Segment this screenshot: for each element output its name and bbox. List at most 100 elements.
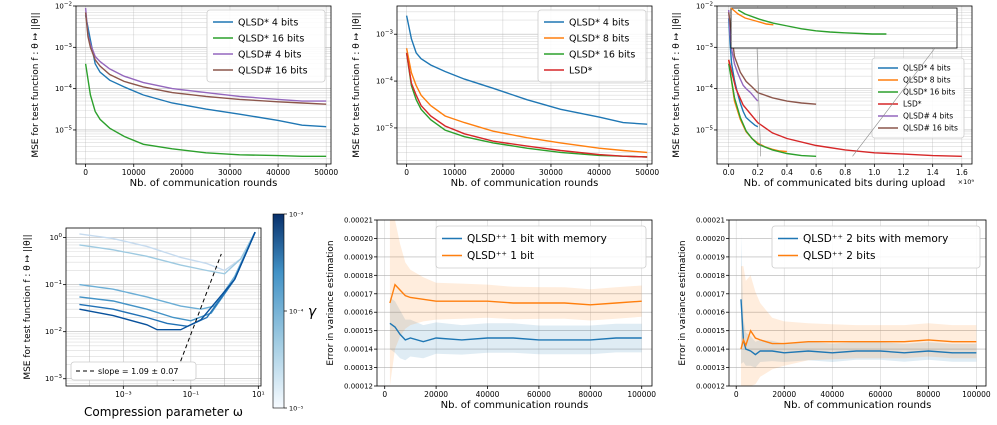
y-tick-label: 0.00019 xyxy=(696,253,725,261)
colorbar-tick-label: 10⁻⁵ xyxy=(289,405,304,413)
chart-panel-2: 0 10000 20000 30000 40000 50000 10−5 10−4 10−3 Nb… xyxy=(352,5,659,189)
y-tick-labels: 10−5 10−4 10−3 xyxy=(376,30,397,132)
y-tick-label: 0.00021 xyxy=(696,217,725,225)
series-line-4 xyxy=(84,12,327,105)
plot-area xyxy=(405,15,648,158)
y-tick-exponent: −1 xyxy=(54,280,62,286)
chart-panel-4: 10⁻³ 10⁻¹ 10¹ 10−3 10−2 10−1 100 Compression pa… xyxy=(23,211,317,420)
confidence-band-2 xyxy=(741,266,977,386)
y-axis-label: Error in variance estimation xyxy=(326,240,336,365)
chart-panel-6: 0 20000 40000 60000 80000 1000000.000120.0001… xyxy=(678,217,991,412)
legend-box xyxy=(537,9,647,83)
annotation-text: slope = 1.09 ± 0.07 xyxy=(98,367,179,376)
x-tick-label: 20000 xyxy=(491,168,515,177)
y-tick-label: 0.00015 xyxy=(344,327,373,335)
x-multiplier: ×10⁹ xyxy=(958,178,975,186)
series-line-3 xyxy=(79,231,256,310)
y-tick-label: 0.00016 xyxy=(696,309,725,317)
x-tick-label: 80000 xyxy=(916,390,940,399)
y-tick-exponent: −5 xyxy=(64,125,73,131)
y-tick-exponent: −3 xyxy=(385,30,394,36)
legend-label: QLSD* 16 bits xyxy=(903,88,955,97)
confidence-band-1 xyxy=(389,297,642,361)
y-tick-label: 10−3 xyxy=(696,43,714,52)
y-axis-label: Error in variance estimation xyxy=(678,240,688,365)
y-tick-label: 0.00014 xyxy=(344,346,373,354)
legend-box xyxy=(206,9,326,83)
x-tick-label: 1.0 xyxy=(868,168,880,177)
x-axis-label: Nb. of communicated bits during upload xyxy=(744,178,946,189)
x-tick-label: 60000 xyxy=(868,390,892,399)
y-axis-label: MSE for test function f : θ ↦ ||θ|| xyxy=(23,234,33,379)
x-tick-labels: 0 10000 20000 30000 40000 50000 xyxy=(404,164,659,177)
series-line-5 xyxy=(79,231,256,328)
legend-label: QLSD* 4 bits xyxy=(903,64,951,73)
x-axis-label: Compression parameter ω xyxy=(84,405,243,419)
y-tick-label: 0.00021 xyxy=(344,217,373,225)
confidence-band-1 xyxy=(741,234,977,368)
y-tick-exponent: −5 xyxy=(705,125,714,131)
y-tick-labels: 0.00012 0.00013 0.00014 0.00015 0.00016 0.000… xyxy=(344,217,377,391)
series-line-1 xyxy=(389,322,642,343)
x-tick-label: 30000 xyxy=(539,168,563,177)
x-tick-label: 10000 xyxy=(443,168,467,177)
y-tick-labels: 10−3 10−2 10−1 100 xyxy=(45,233,66,383)
x-axis-label: Nb. of communication rounds xyxy=(130,178,278,189)
y-tick-label: 0.00017 xyxy=(696,290,725,298)
y-tick-exponent: −5 xyxy=(385,123,394,129)
x-tick-labels: 0 20000 40000 60000 80000 100000 xyxy=(382,386,656,399)
series-line-2 xyxy=(79,231,256,275)
x-tick-label: 0 xyxy=(404,168,409,177)
legend-label: QLSD* 8 bits xyxy=(903,76,951,85)
y-tick-label: 10−5 xyxy=(55,125,73,134)
y-tick-exponent: −4 xyxy=(64,84,73,90)
x-tick-label: 0 xyxy=(734,390,739,399)
x-tick-label: 60000 xyxy=(527,390,551,399)
y-axis-label: MSE for test function f : θ ↦ ||θ|| xyxy=(352,12,362,157)
y-tick-exponent: −3 xyxy=(54,374,63,380)
series-line-1 xyxy=(405,15,648,125)
colorbar-tick-label: 10⁻⁴ xyxy=(289,308,304,316)
x-tick-label: 50000 xyxy=(635,168,659,177)
y-tick-label: 10−4 xyxy=(376,77,394,86)
legend-label: QLSD# 16 bits xyxy=(903,124,958,133)
x-tick-labels: 0 10000 20000 30000 40000 50000 xyxy=(83,164,338,177)
legend-label: LSD* xyxy=(569,65,593,76)
axes-frame xyxy=(376,219,653,387)
axes-frame xyxy=(65,227,262,387)
y-tick-label: 10−2 xyxy=(55,2,72,11)
fit-line xyxy=(172,253,222,382)
x-tick-label: 40000 xyxy=(587,168,611,177)
y-tick-label: 0.00013 xyxy=(344,364,373,372)
y-tick-label: 0.00012 xyxy=(696,383,725,391)
x-tick-labels: 10⁻³ 10⁻¹ 10¹ xyxy=(115,386,265,399)
y-tick-label: 0.00019 xyxy=(344,253,373,261)
series-line-1 xyxy=(740,299,977,356)
x-axis-label: Nb. of communication rounds xyxy=(451,178,599,189)
plot-area xyxy=(740,234,977,386)
y-tick-label: 100 xyxy=(50,233,63,242)
x-tick-labels: 0 20000 40000 60000 80000 100000 xyxy=(734,386,991,399)
x-tick-labels: 0.0 0.2 0.4 0.6 0.8 1.0 1.2 1.4 1.6 xyxy=(723,164,968,177)
y-tick-label: 0.00013 xyxy=(696,364,725,372)
y-tick-exponent: −3 xyxy=(64,43,73,49)
y-tick-exponent: 0 xyxy=(59,233,63,239)
legend-label: QLSD# 4 bits xyxy=(903,112,953,121)
x-tick-label: 100000 xyxy=(627,390,656,399)
y-tick-label: 10−3 xyxy=(45,374,63,383)
legend-label: LSD* xyxy=(903,100,922,109)
colorbar-gradient xyxy=(272,213,285,409)
axes-frame xyxy=(396,5,653,165)
series-line-6 xyxy=(728,12,817,105)
plot-area xyxy=(84,7,327,157)
x-tick-label: 0.0 xyxy=(723,168,735,177)
x-tick-label: 1.2 xyxy=(898,168,910,177)
y-tick-label: 10−2 xyxy=(696,2,713,11)
y-tick-label: 10−1 xyxy=(45,280,62,289)
y-tick-label: 10−4 xyxy=(55,84,73,93)
x-tick-label: 100000 xyxy=(962,390,991,399)
legend-label: QLSD⁺⁺ 1 bit with memory xyxy=(467,233,607,245)
x-tick-label: 50000 xyxy=(314,168,338,177)
x-tick-label: 30000 xyxy=(218,168,242,177)
x-tick-label: 0.4 xyxy=(781,168,793,177)
